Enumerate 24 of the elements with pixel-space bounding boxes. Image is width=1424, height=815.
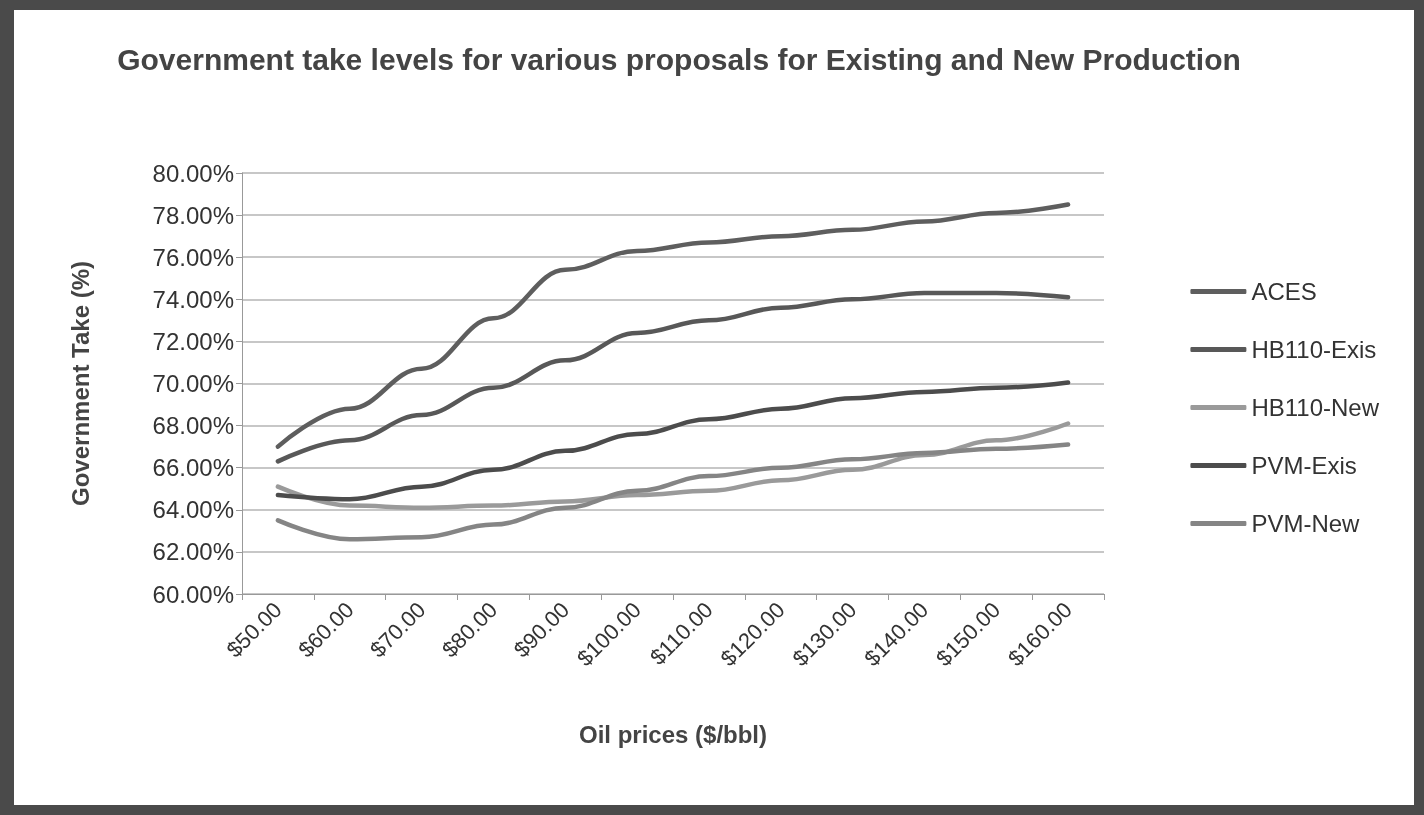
y-tick-label: 60.00% bbox=[152, 580, 234, 608]
y-tick-label: 66.00% bbox=[152, 454, 234, 482]
legend-label: PVM-New bbox=[1251, 510, 1361, 537]
legend-label: HB110-Exis bbox=[1251, 336, 1377, 363]
y-tick-label: 62.00% bbox=[152, 538, 234, 566]
y-tick-label: 78.00% bbox=[152, 201, 234, 229]
y-tick-label: 68.00% bbox=[152, 412, 234, 440]
y-tick-label: 80.00% bbox=[152, 159, 234, 187]
line-series bbox=[275, 421, 1071, 510]
line-series bbox=[275, 380, 1071, 502]
y-tick-label: 64.00% bbox=[152, 496, 234, 524]
x-axis-title: Oil prices ($/bbl) bbox=[578, 720, 768, 748]
legend-label: HB110-New bbox=[1251, 394, 1380, 421]
line-series bbox=[275, 290, 1071, 464]
y-axis-title: Government Take (%) bbox=[66, 261, 94, 506]
y-tick-label: 70.00% bbox=[152, 370, 234, 397]
y-tick-label: 72.00% bbox=[152, 327, 234, 355]
line-series bbox=[275, 442, 1071, 542]
y-tick-label: 74.00% bbox=[152, 285, 234, 313]
line-series bbox=[275, 202, 1071, 449]
legend-label: ACES bbox=[1251, 278, 1317, 305]
y-tick-label: 76.00% bbox=[152, 243, 234, 271]
chart-title: Government take levels for various proposals for Existing and New Production bbox=[117, 42, 1241, 76]
legend-label: PVM-Exis bbox=[1251, 452, 1357, 479]
